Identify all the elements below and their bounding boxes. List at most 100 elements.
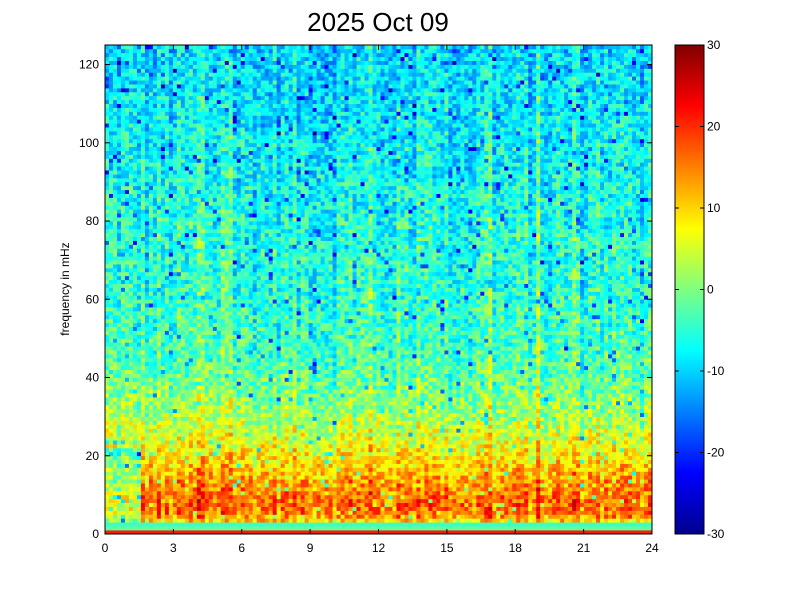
heatmap-cell: [140, 447, 146, 453]
heatmap-cell: [184, 393, 190, 398]
heatmap-cell: [136, 193, 142, 198]
heatmap-cell: [120, 275, 126, 281]
heatmap-cell: [112, 68, 118, 73]
heatmap-cell: [168, 224, 174, 230]
heatmap-cell: [160, 295, 166, 300]
heatmap-cell: [136, 530, 142, 535]
heatmap-cell: [116, 514, 122, 519]
heatmap-cell: [248, 174, 254, 179]
heatmap-cell: [168, 494, 174, 500]
heatmap-cell: [244, 357, 250, 363]
heatmap-cell: [124, 303, 130, 308]
heatmap-cell: [156, 123, 162, 128]
heatmap-cell: [232, 158, 238, 163]
heatmap-cell: [244, 232, 250, 238]
heatmap-cell: [164, 185, 170, 191]
heatmap-cell: [128, 483, 134, 488]
heatmap-cell: [140, 510, 146, 515]
heatmap-cell: [244, 134, 250, 140]
heatmap-cell: [208, 522, 214, 527]
heatmap-cell: [208, 166, 214, 171]
heatmap-cell: [232, 342, 238, 347]
heatmap-cell: [236, 48, 242, 54]
heatmap-cell: [216, 299, 222, 304]
heatmap-cell: [136, 369, 142, 374]
heatmap-cell: [132, 467, 138, 472]
heatmap-cell: [196, 115, 202, 120]
heatmap-cell: [188, 127, 194, 132]
heatmap-cell: [188, 256, 194, 261]
heatmap-cell: [208, 365, 214, 371]
heatmap-cell: [212, 162, 218, 167]
heatmap-cell: [196, 68, 202, 73]
heatmap-cell: [196, 119, 202, 124]
heatmap-cell: [116, 48, 122, 54]
heatmap-cell: [116, 494, 122, 500]
heatmap-cell: [112, 369, 118, 374]
heatmap-cell: [200, 420, 206, 425]
heatmap-cell: [164, 119, 170, 124]
heatmap-cell: [172, 60, 178, 65]
heatmap-cell: [172, 205, 178, 210]
heatmap-cell: [116, 209, 122, 214]
heatmap-cell: [180, 428, 186, 433]
heatmap-cell: [196, 494, 202, 500]
heatmap-cell: [116, 432, 122, 437]
heatmap-cell: [248, 432, 254, 437]
heatmap-cell: [160, 397, 166, 402]
heatmap-cell: [136, 354, 142, 359]
heatmap-cell: [148, 389, 154, 394]
heatmap-cell: [164, 412, 170, 417]
heatmap-cell: [244, 416, 250, 421]
heatmap-cell: [196, 326, 202, 331]
heatmap-cell: [164, 389, 170, 394]
heatmap-cell: [240, 158, 246, 163]
heatmap-cell: [176, 420, 182, 425]
heatmap-cell: [176, 162, 182, 167]
heatmap-cell: [256, 369, 262, 374]
heatmap-cell: [216, 275, 222, 281]
heatmap-cell: [172, 307, 178, 312]
heatmap-cell: [144, 224, 150, 230]
heatmap-cell: [256, 201, 262, 206]
heatmap-cell: [208, 189, 214, 194]
heatmap-cell: [188, 299, 194, 304]
heatmap-cell: [196, 185, 202, 191]
heatmap-cell: [204, 146, 210, 151]
heatmap-cell: [136, 103, 142, 108]
heatmap-cell: [200, 197, 206, 202]
heatmap-cell: [136, 326, 142, 331]
heatmap-cell: [144, 311, 150, 316]
heatmap-cell: [220, 522, 226, 527]
heatmap-cell: [252, 256, 258, 261]
heatmap-cell: [112, 357, 118, 363]
heatmap-cell: [228, 494, 234, 500]
heatmap-cell: [216, 357, 222, 363]
heatmap-cell: [108, 307, 114, 312]
heatmap-cell: [184, 267, 190, 273]
heatmap-cell: [140, 279, 146, 284]
heatmap-cell: [168, 123, 174, 128]
heatmap-cell: [216, 142, 222, 148]
heatmap-cell: [248, 522, 254, 527]
heatmap-cell: [252, 291, 258, 296]
heatmap-cell: [244, 518, 250, 523]
heatmap-cell: [116, 80, 122, 85]
heatmap-cell: [136, 404, 142, 410]
heatmap-cell: [144, 68, 150, 73]
heatmap-cell: [228, 232, 234, 238]
heatmap-cell: [112, 408, 118, 414]
heatmap-cell: [136, 385, 142, 390]
heatmap-cell: [204, 444, 210, 449]
heatmap-cell: [188, 107, 194, 112]
heatmap-cell: [136, 498, 142, 504]
heatmap-cell: [116, 299, 122, 304]
heatmap-cell: [105, 201, 110, 206]
heatmap-cell: [204, 201, 210, 206]
heatmap-cell: [152, 189, 158, 194]
heatmap-cell: [248, 510, 254, 515]
heatmap-cell: [132, 185, 138, 191]
heatmap-cell: [236, 107, 242, 112]
heatmap-cell: [108, 334, 114, 339]
heatmap-cell: [148, 64, 154, 69]
